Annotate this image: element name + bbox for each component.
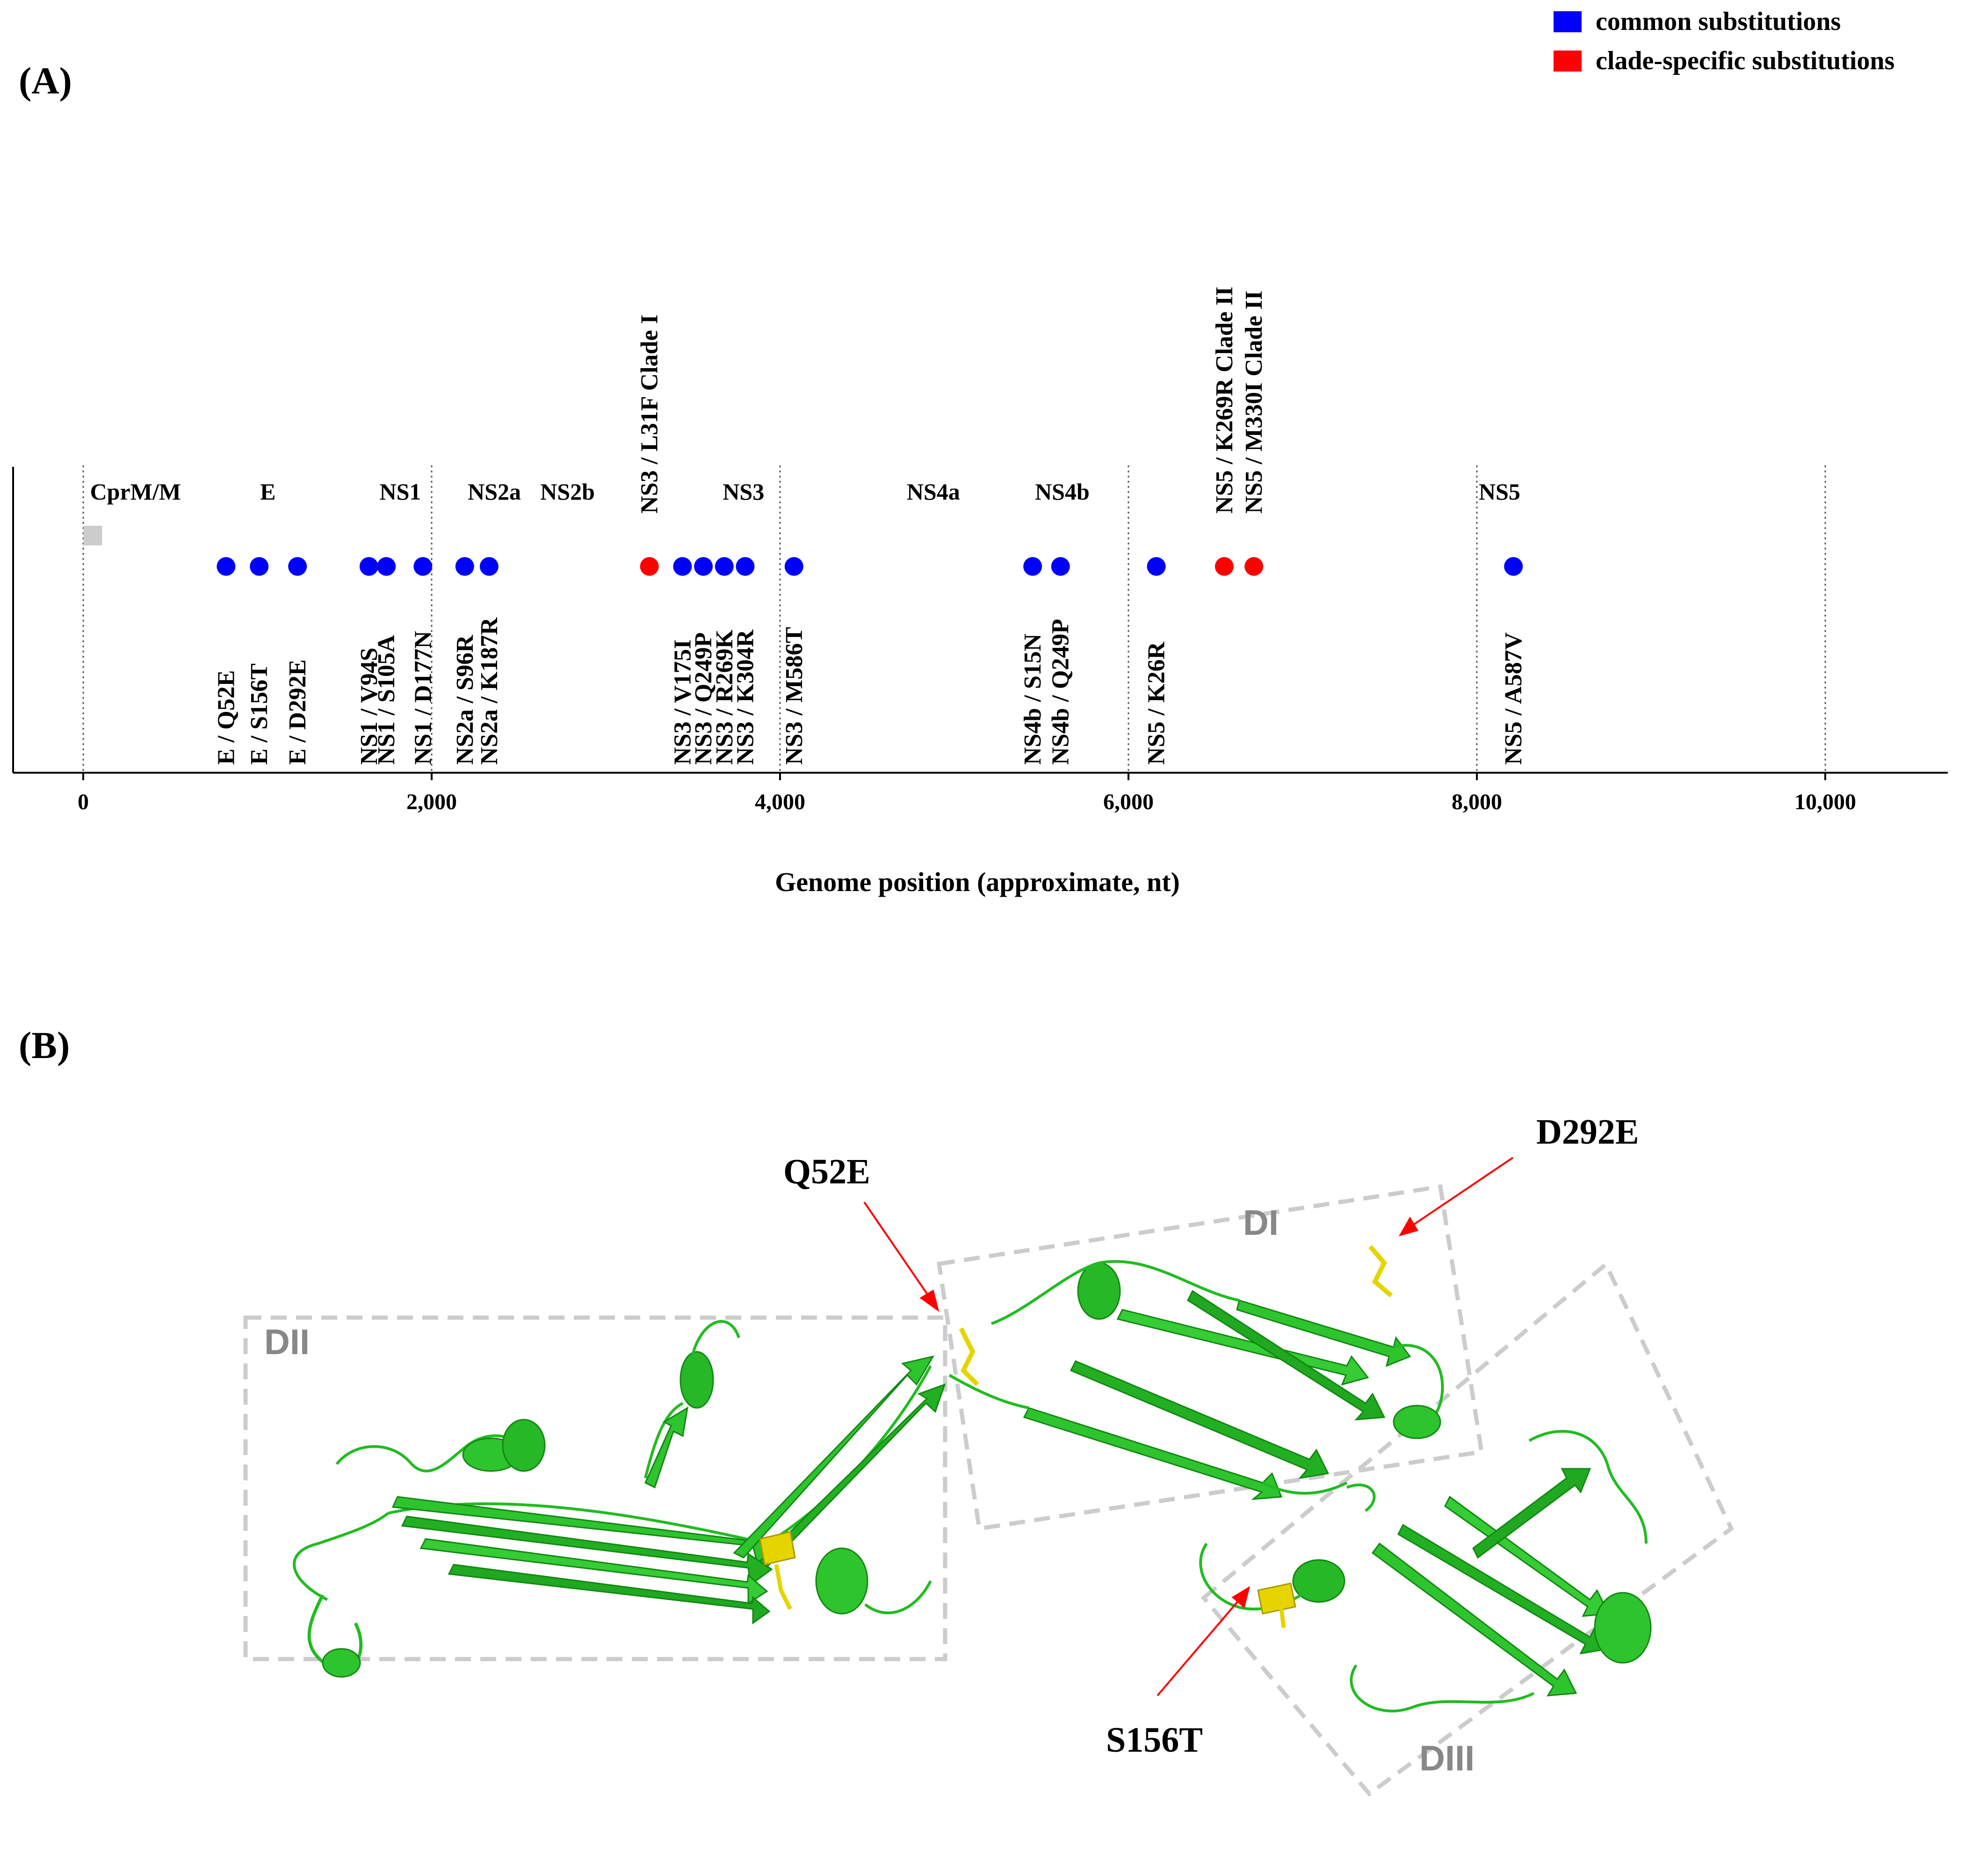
common-point bbox=[250, 557, 269, 576]
callout-d292e: D292E bbox=[1536, 1112, 1639, 1152]
common-point bbox=[1023, 557, 1042, 576]
gene-label: NS4a bbox=[907, 479, 960, 505]
domain-ii-ribbons bbox=[293, 1320, 946, 1678]
substitution-label: NS1 / V94S bbox=[356, 648, 383, 765]
domain-label-dii: DII bbox=[264, 1322, 310, 1362]
legend-swatch-common bbox=[1554, 11, 1582, 32]
substitution-label: NS5 / K26R bbox=[1143, 641, 1170, 765]
common-point bbox=[715, 557, 734, 576]
gene-label: NS4b bbox=[1035, 479, 1090, 505]
substitution-label: E / Q52E bbox=[213, 670, 239, 765]
legend-swatch-clade bbox=[1554, 51, 1582, 72]
legend: common substitutions clade-specific subs… bbox=[1554, 7, 1894, 75]
substitution-labels: E / Q52E E / S156T E / D292E NS1 / V94SNS1 … bbox=[213, 287, 1527, 765]
domain-box-dii bbox=[243, 1315, 947, 1661]
substitution-label: NS3 / K304R bbox=[732, 629, 759, 765]
common-point bbox=[1051, 557, 1070, 576]
panel-b-label: (B) bbox=[19, 1024, 70, 1066]
x-tick-label: 10,000 bbox=[1794, 790, 1856, 814]
clade-specific-point bbox=[1214, 557, 1234, 576]
domain-i-ribbons bbox=[948, 1260, 1444, 1500]
domain-label-di: DI bbox=[1243, 1203, 1279, 1243]
gene-label: NS1 bbox=[379, 479, 421, 505]
gene-label: NS2a bbox=[468, 479, 521, 505]
residue-highlight-dii bbox=[759, 1531, 796, 1566]
common-point bbox=[736, 557, 755, 576]
common-point bbox=[784, 557, 803, 576]
substitution-label: E / D292E bbox=[284, 660, 311, 765]
substitution-points bbox=[217, 557, 1523, 576]
residue-sticks-d292e bbox=[1368, 1245, 1393, 1298]
substitution-label: NS2a / K187R bbox=[476, 617, 503, 765]
highlighted-residues bbox=[759, 1245, 1393, 1628]
common-point bbox=[377, 557, 396, 576]
gene-boundaries bbox=[82, 465, 1826, 773]
domain-box-diii bbox=[1200, 1261, 1734, 1797]
common-point bbox=[413, 557, 433, 576]
residue-sticks-q52e bbox=[959, 1327, 979, 1386]
gene-label: E bbox=[260, 479, 275, 505]
common-point bbox=[694, 557, 713, 576]
clade-specific-point bbox=[640, 557, 659, 576]
gene-label: CprM/M bbox=[90, 479, 181, 505]
x-tick-label: 8,000 bbox=[1452, 790, 1502, 814]
common-point bbox=[217, 557, 236, 576]
common-point bbox=[1147, 557, 1166, 576]
common-point bbox=[288, 557, 307, 576]
x-axis-title: Genome position (approximate, nt) bbox=[775, 867, 1180, 897]
cprm-marker bbox=[83, 526, 102, 545]
substitution-label: NS3 / Q249P bbox=[690, 632, 717, 765]
residue-highlight-s156t bbox=[1257, 1582, 1296, 1615]
callout-s156t: S156T bbox=[1106, 1720, 1203, 1760]
x-ticks: 0 2,000 4,000 6,000 8,000 10,000 bbox=[78, 773, 1856, 814]
x-tick-label: 4,000 bbox=[755, 790, 805, 814]
substitution-label: NS5 / K269R Clade II bbox=[1211, 287, 1238, 514]
substitution-label: NS5 / M330I Clade II bbox=[1241, 290, 1267, 514]
domain-boxes bbox=[243, 1184, 1734, 1797]
x-tick-label: 0 bbox=[78, 790, 89, 814]
substitution-label: NS3 / V175I bbox=[669, 639, 696, 765]
common-point bbox=[479, 557, 499, 576]
legend-label-clade: clade-specific substitutions bbox=[1596, 46, 1894, 75]
legend-label-common: common substitutions bbox=[1596, 7, 1841, 36]
substitution-label: NS2a / S96R bbox=[452, 634, 478, 765]
domain-box-di bbox=[936, 1184, 1484, 1531]
substitution-label: NS4b / S15N bbox=[1019, 634, 1046, 765]
substitution-label: NS3 / M586T bbox=[781, 627, 808, 765]
callout-arrows bbox=[863, 1157, 1514, 1697]
panel-a-label: (A) bbox=[19, 59, 72, 102]
substitution-label: NS3 / L31F Clade I bbox=[636, 314, 663, 514]
protein-structure: DII DI DIII Q52E D292E S156T bbox=[243, 1112, 1734, 1797]
domain-label-diii: DIII bbox=[1419, 1739, 1475, 1778]
gene-label: NS5 bbox=[1479, 479, 1520, 505]
gene-label: NS2b bbox=[540, 479, 595, 505]
gene-label: NS3 bbox=[723, 479, 764, 505]
substitution-label: NS1 / D177N bbox=[410, 631, 436, 765]
gene-labels: CprM/M E NS1 NS2a NS2b NS3 NS4a NS4b NS5 bbox=[90, 479, 1520, 505]
substitution-label: NS4b / Q249P bbox=[1048, 619, 1074, 765]
x-tick-label: 6,000 bbox=[1103, 790, 1154, 814]
clade-specific-point bbox=[1244, 557, 1264, 576]
substitution-label: E / S156T bbox=[246, 663, 273, 765]
common-point bbox=[455, 557, 474, 576]
substitution-label: NS5 / A587V bbox=[1500, 632, 1527, 765]
common-point bbox=[1504, 557, 1523, 576]
common-point bbox=[359, 557, 378, 576]
common-point bbox=[673, 557, 692, 576]
callout-q52e: Q52E bbox=[783, 1152, 870, 1191]
domain-iii-ribbons bbox=[1199, 1430, 1652, 1712]
substitution-label: NS3 / R269K bbox=[711, 630, 738, 765]
genome-axes bbox=[12, 467, 1948, 774]
substitution-label: NS1 / S105A bbox=[373, 635, 400, 765]
x-tick-label: 2,000 bbox=[406, 790, 457, 814]
